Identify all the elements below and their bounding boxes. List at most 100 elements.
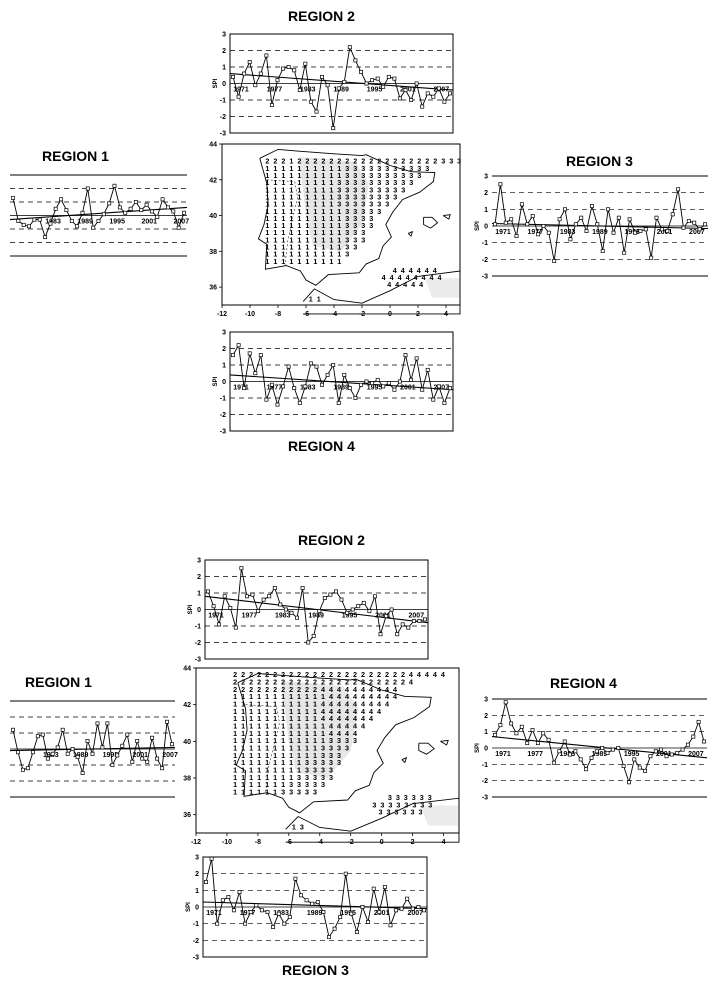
- y-tick-label: -3: [482, 795, 488, 802]
- grid-row-labels: 1 1 1 1 1 1 1 1 1 1 1 4 4 4 4 4 4 4: [233, 714, 373, 723]
- y-axis-label: SPI: [475, 221, 481, 231]
- y-tick-label: 44: [183, 666, 191, 673]
- data-point: [231, 353, 235, 358]
- data-point: [209, 856, 214, 861]
- data-point: [331, 363, 336, 367]
- x-tick-label: 1989: [592, 751, 608, 758]
- data-point: [226, 895, 231, 899]
- y-tick-label: 3: [197, 558, 201, 565]
- grid-row-labels: 3 3 3 3 3 3: [379, 808, 423, 817]
- data-point: [395, 632, 400, 637]
- y-tick-label: 36: [183, 812, 191, 819]
- data-point: [292, 68, 297, 73]
- data-point: [27, 224, 31, 229]
- data-point: [536, 232, 541, 237]
- data-point: [654, 215, 659, 220]
- data-point: [254, 903, 259, 908]
- y-tick-label: -2: [193, 938, 199, 945]
- y-tick-label: 38: [209, 249, 217, 256]
- data-point: [16, 750, 20, 755]
- data-point: [37, 217, 42, 222]
- trend-line: [204, 595, 429, 624]
- data-point: [258, 71, 263, 76]
- grid-row-labels: 1 1 1 1 1 1 1 1 1 1 1 1 4 4 4 4 4 4 4 4 …: [233, 692, 397, 701]
- grid-row-labels: 2 2 2 2 2 2 2 2 2 2 2 4 4 4 4 4 4 4 4 4 …: [233, 685, 397, 694]
- data-point: [579, 215, 584, 220]
- data-point: [664, 754, 669, 759]
- x-tick-label: 1995: [109, 219, 125, 226]
- relief-shading: [425, 278, 460, 298]
- data-point: [354, 930, 359, 934]
- data-point: [605, 750, 610, 755]
- data-point: [665, 229, 670, 233]
- grid-row-labels: 2 2 2 1 2 2 2 2 2 2 2 2 2 2 2 2 2 2 2 2 …: [265, 157, 461, 166]
- data-point: [299, 893, 303, 898]
- data-point: [80, 210, 85, 215]
- data-point: [155, 214, 160, 219]
- spi-series-line: [494, 702, 705, 784]
- data-point: [568, 752, 572, 757]
- data-point: [632, 757, 637, 762]
- data-point: [493, 732, 497, 737]
- data-point: [546, 230, 551, 235]
- data-point: [519, 202, 524, 207]
- data-point: [237, 890, 242, 894]
- coastline: [235, 673, 432, 814]
- data-point: [616, 215, 621, 220]
- x-tick-label: 1983: [560, 229, 576, 236]
- data-point: [702, 739, 706, 744]
- data-point: [551, 760, 556, 765]
- data-point: [304, 898, 309, 903]
- data-point: [334, 589, 338, 594]
- grid-row-labels: 1 1 1 1 1 1 1 1 1 1 1 4 4 4 4 4 4 4 4: [233, 707, 381, 716]
- data-point: [283, 607, 288, 612]
- data-point: [231, 908, 236, 913]
- x-tick-label: 2007: [409, 613, 425, 620]
- data-point: [258, 353, 263, 358]
- y-tick-label: 1: [484, 729, 488, 736]
- y-tick-label: 0: [195, 905, 199, 912]
- x-tick-label: -6: [286, 839, 292, 846]
- data-point: [327, 935, 331, 939]
- data-point: [384, 614, 389, 619]
- data-point: [372, 594, 377, 599]
- data-point: [264, 53, 269, 58]
- x-tick-label: -4: [331, 311, 337, 318]
- x-tick-label: 1971: [233, 385, 249, 392]
- data-point: [448, 386, 452, 391]
- data-point: [375, 377, 380, 382]
- data-point: [145, 759, 150, 764]
- data-point: [117, 205, 122, 210]
- x-tick-label: -10: [245, 311, 255, 318]
- data-point: [300, 586, 305, 590]
- data-point: [133, 200, 138, 204]
- data-point: [397, 96, 402, 101]
- data-point: [322, 596, 327, 600]
- data-point: [370, 381, 375, 386]
- data-point: [315, 900, 320, 904]
- data-point: [552, 259, 557, 263]
- data-point: [314, 364, 319, 369]
- data-point: [70, 747, 75, 751]
- data-point: [406, 625, 411, 630]
- y-tick-label: 40: [209, 213, 217, 220]
- y-tick-label: -1: [482, 240, 488, 247]
- y-tick-label: 44: [209, 142, 217, 149]
- grid-row-labels: 1 3: [292, 822, 304, 831]
- y-tick-label: 1: [197, 591, 201, 598]
- grid-row-labels: 1 1 1 1 1 1 1 1 1 1 3: [265, 250, 349, 259]
- data-point: [64, 208, 69, 213]
- data-point: [442, 99, 447, 104]
- data-point: [416, 905, 421, 909]
- data-point: [317, 609, 322, 614]
- data-point: [261, 597, 266, 602]
- grid-row-labels: 2 2 2 2 2 2 2 2 2 2 2 2 2 2 2 2 2 2 2 2 …: [233, 678, 413, 687]
- data-point: [287, 915, 292, 919]
- data-point: [386, 74, 391, 79]
- data-point: [96, 218, 101, 223]
- x-tick-label: 1989: [307, 910, 323, 917]
- data-point: [353, 58, 358, 63]
- grid-row-labels: 1 1 1 1 1 1 1 1 1 3 3 3 3: [233, 766, 333, 775]
- y-tick-label: -1: [482, 762, 488, 769]
